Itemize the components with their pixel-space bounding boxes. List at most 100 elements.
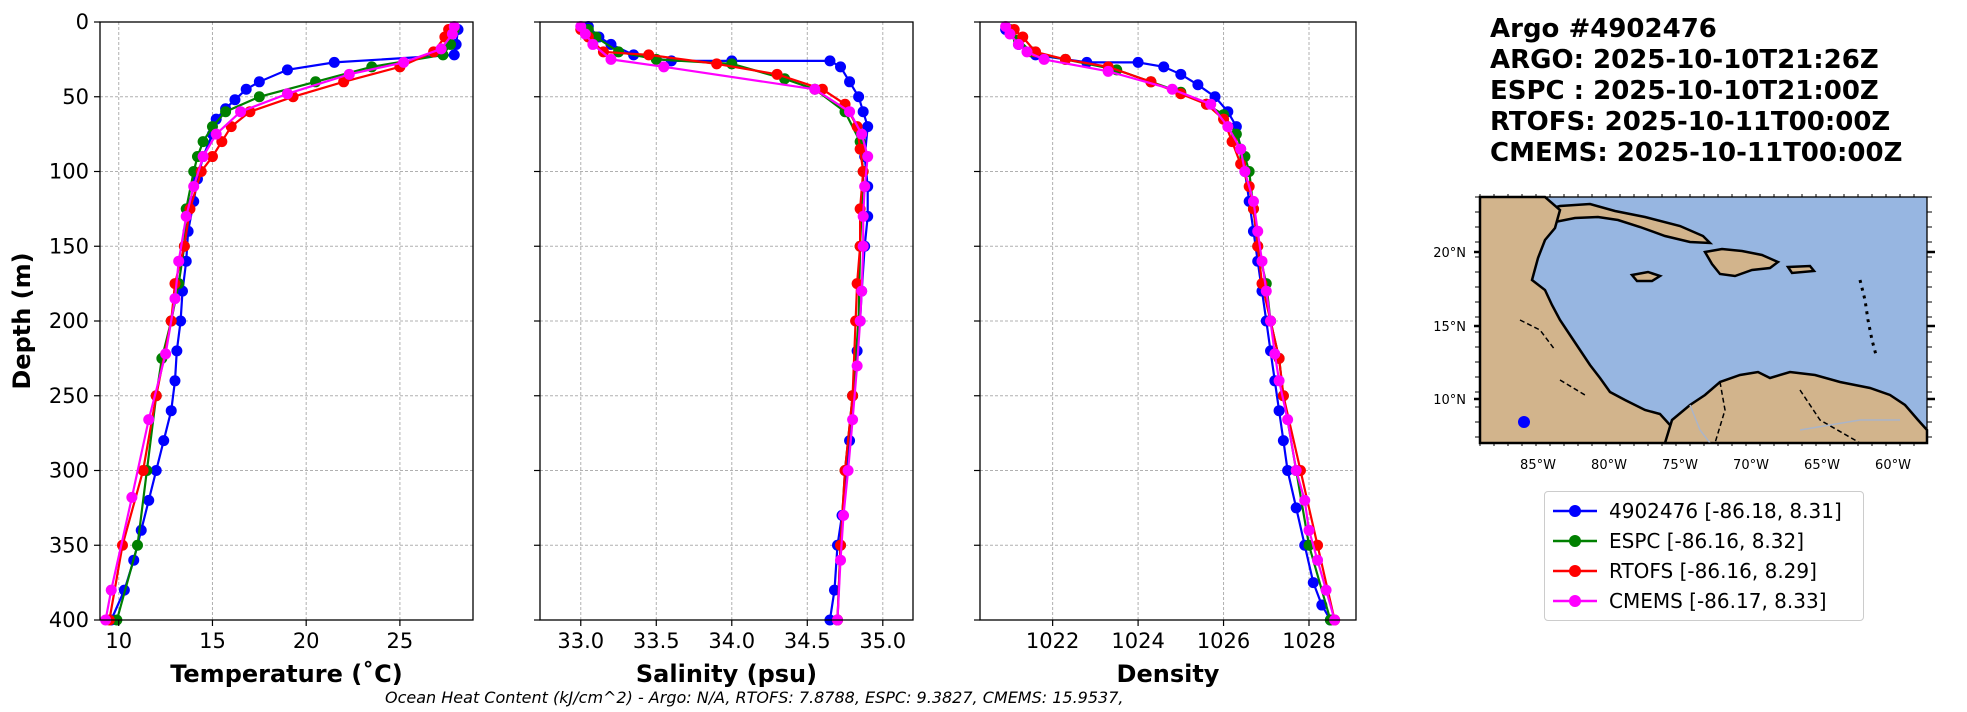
- data-point-cmems: [579, 28, 591, 40]
- map-ytick-labels: 20°N 15°N 10°N: [1433, 246, 1466, 408]
- y-tick-label: 400: [49, 608, 89, 632]
- map-xtick-label: 70°W: [1733, 458, 1769, 473]
- map-xtick-label: 60°W: [1875, 458, 1911, 473]
- legend-entry: CMEMS [-86.17, 8.33]: [1545, 586, 1863, 616]
- data-point-4902476: [605, 38, 617, 50]
- data-point-4902476: [1175, 68, 1187, 80]
- figure-title: Argo #4902476 ARGO: 2025-10-10T21:26Z ES…: [1490, 14, 1902, 169]
- data-point-cmems: [1260, 285, 1272, 297]
- x-tick-label: 10: [105, 629, 132, 653]
- y-tick-label: 150: [49, 234, 89, 258]
- data-point-4902476: [165, 405, 177, 417]
- map-ytick-label: 10°N: [1433, 393, 1466, 408]
- data-point-cmems: [838, 509, 850, 521]
- legend-entry: ESPC [-86.16, 8.32]: [1545, 526, 1863, 556]
- data-point-cmems: [854, 315, 866, 327]
- x-tick-label: 33.0: [557, 629, 604, 653]
- data-point-cmems: [856, 128, 868, 140]
- data-point-cmems: [1102, 65, 1114, 77]
- data-point-cmems: [1273, 375, 1285, 387]
- data-point-4902476: [857, 106, 869, 118]
- map-xtick-label: 75°W: [1662, 458, 1698, 473]
- x-tick-label: 34.0: [708, 629, 755, 653]
- data-point-cmems: [809, 83, 821, 95]
- data-point-4902476: [828, 584, 840, 596]
- series-line-rtofs: [1013, 28, 1336, 621]
- data-point-espc: [131, 539, 143, 551]
- data-point-rtofs: [137, 465, 149, 476]
- legend-entry: 4902476 [-86.18, 8.31]: [1545, 496, 1863, 526]
- data-point-rtofs: [1252, 240, 1264, 252]
- data-point-4902476: [862, 121, 874, 133]
- data-point-4902476: [229, 94, 241, 106]
- data-point-espc: [197, 136, 209, 148]
- data-point-4902476: [169, 375, 181, 387]
- salinity-panel: 33.0 33.5 34.0 34.5 35.0 Salinity (psu): [534, 20, 914, 688]
- legend-marker: [1553, 565, 1597, 577]
- data-point-cmems: [343, 68, 355, 80]
- map-axis-ticks: [1474, 194, 1935, 446]
- data-point-4902476: [1132, 56, 1144, 68]
- data-point-4902476: [150, 465, 162, 476]
- data-point-cmems: [1239, 166, 1251, 177]
- data-point-4902476: [171, 345, 183, 357]
- data-point-4902476: [1282, 465, 1294, 476]
- data-point-cmems: [1299, 494, 1311, 506]
- data-point-cmems: [857, 240, 869, 252]
- data-point-cmems: [126, 491, 138, 503]
- land-central-america: [1478, 195, 1677, 445]
- data-point-rtofs: [771, 68, 783, 80]
- data-point-cmems: [1166, 83, 1178, 95]
- x-axis-label: Temperature (˚C): [170, 660, 403, 688]
- data-point-espc: [253, 91, 265, 103]
- data-point-rtofs: [216, 136, 228, 148]
- x-axis-label: Salinity (psu): [636, 660, 817, 688]
- x-tick-label: 33.5: [633, 629, 680, 653]
- data-point-cmems: [1312, 554, 1324, 566]
- legend-marker: [1553, 535, 1597, 547]
- legend-entry: RTOFS [-86.16, 8.29]: [1545, 556, 1863, 586]
- data-point-cmems: [143, 414, 155, 426]
- data-point-4902476: [1307, 577, 1319, 589]
- data-point-4902476: [158, 435, 170, 447]
- float-position-marker: [1518, 416, 1530, 428]
- map-xtick-labels: 85°W 80°W 75°W 70°W 65°W 60°W: [1520, 458, 1911, 473]
- data-point-cmems: [835, 554, 847, 566]
- x-tick-label: 15: [199, 629, 226, 653]
- data-point-cmems: [1303, 524, 1315, 536]
- data-point-rtofs: [711, 58, 723, 70]
- x-axis-label: Density: [1117, 660, 1220, 688]
- data-point-cmems: [1038, 53, 1050, 65]
- data-point-4902476: [853, 91, 865, 103]
- series-line-espc: [1009, 28, 1332, 621]
- data-point-cmems: [1252, 225, 1264, 237]
- y-tick-label: 200: [49, 309, 89, 333]
- ocean-heat-content-note: Ocean Heat Content (kJ/cm^2) - Argo: N/A…: [385, 688, 1124, 707]
- x-tick-label: 34.5: [784, 629, 831, 653]
- land-south-america: [1663, 370, 1929, 445]
- title-argo-time: ARGO: 2025-10-10T21:26Z: [1490, 45, 1879, 75]
- data-point-4902476: [328, 56, 340, 68]
- legend-label: 4902476 [-86.18, 8.31]: [1609, 499, 1842, 523]
- data-point-4902476: [253, 76, 265, 88]
- data-point-cmems: [1004, 28, 1016, 40]
- land-jamaica: [1629, 270, 1663, 283]
- data-point-4902476: [175, 315, 187, 327]
- title-cmems-time: CMEMS: 2025-10-11T00:00Z: [1490, 138, 1903, 168]
- data-point-cmems: [1282, 414, 1294, 426]
- data-point-cmems: [1290, 465, 1302, 476]
- data-point-4902476: [1273, 405, 1285, 417]
- data-point-rtofs: [338, 76, 350, 88]
- data-point-4902476: [135, 524, 147, 536]
- series-line-4902476: [587, 25, 869, 621]
- data-point-4902476: [143, 494, 155, 506]
- data-point-cmems: [180, 210, 192, 222]
- data-point-4902476: [824, 55, 836, 67]
- data-point-cmems: [281, 88, 293, 100]
- series-line-rtofs: [108, 29, 450, 621]
- land-hispaniola: [1703, 247, 1781, 278]
- map-xtick-label: 85°W: [1520, 458, 1556, 473]
- data-point-cmems: [856, 285, 868, 297]
- legend-marker: [1553, 595, 1597, 607]
